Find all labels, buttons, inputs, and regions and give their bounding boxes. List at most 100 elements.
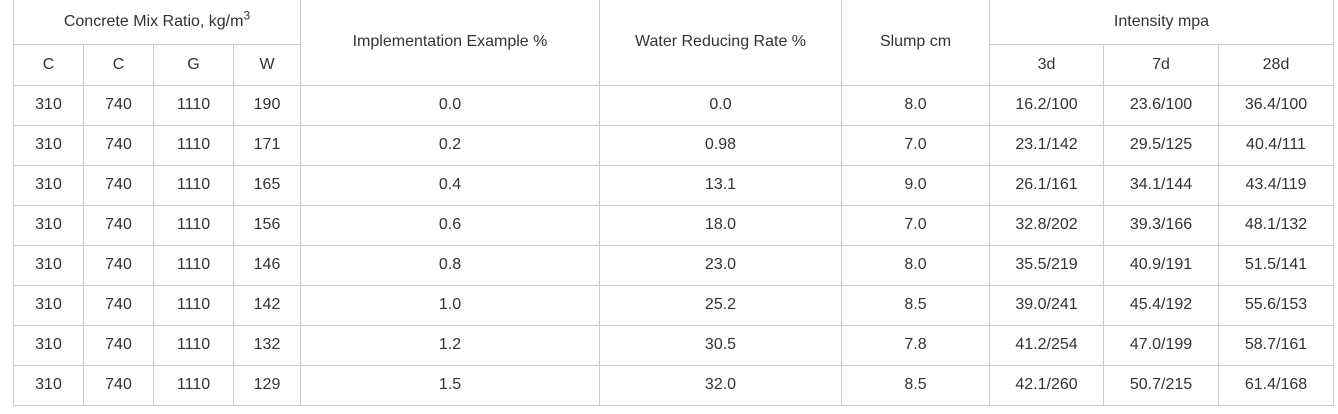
table-cell: 43.4/119 xyxy=(1218,164,1334,206)
table-cell: 142 xyxy=(233,284,301,326)
table-cell: 0.8 xyxy=(300,244,600,286)
table-cell: 51.5/141 xyxy=(1218,244,1334,286)
table-cell: 1110 xyxy=(153,364,234,406)
table-cell: 32.0 xyxy=(599,364,842,406)
table-cell: 35.5/219 xyxy=(989,244,1104,286)
table-cell: 8.5 xyxy=(841,364,990,406)
table-row: 310 740 1110 146 0.8 23.0 8.0 35.5/219 40.9/191 5… xyxy=(13,244,1334,286)
table-cell: 156 xyxy=(233,204,301,246)
table-cell: 34.1/144 xyxy=(1103,164,1219,206)
table-cell: 740 xyxy=(83,244,154,286)
table-cell: 740 xyxy=(83,364,154,406)
table-row: 310 740 1110 129 1.5 32.0 8.5 42.1/260 50.7/215 6… xyxy=(13,364,1334,406)
table-cell: 39.3/166 xyxy=(1103,204,1219,246)
table-cell: 310 xyxy=(13,364,84,406)
table-cell: 45.4/192 xyxy=(1103,284,1219,326)
subheader-w: W xyxy=(233,43,301,86)
table-cell: 39.0/241 xyxy=(989,284,1104,326)
table-cell: 310 xyxy=(13,124,84,166)
table-cell: 25.2 xyxy=(599,284,842,326)
table-cell: 7.0 xyxy=(841,204,990,246)
subheader-c1: C xyxy=(13,43,84,86)
subheader-3d: 3d xyxy=(989,43,1104,86)
table-cell: 26.1/161 xyxy=(989,164,1104,206)
table-cell: 740 xyxy=(83,324,154,366)
table-cell: 310 xyxy=(13,204,84,246)
table-row: 310 740 1110 171 0.2 0.98 7.0 23.1/142 29.5/125 4… xyxy=(13,124,1334,166)
table-cell: 1110 xyxy=(153,84,234,126)
table-cell: 29.5/125 xyxy=(1103,124,1219,166)
table-cell: 740 xyxy=(83,84,154,126)
table-header: Concrete Mix Ratio, kg/m3 Implementation… xyxy=(13,0,1334,86)
table-cell: 36.4/100 xyxy=(1218,84,1334,126)
header-concrete-mix-ratio: Concrete Mix Ratio, kg/m3 xyxy=(13,0,301,45)
table-cell: 1110 xyxy=(153,204,234,246)
table-cell: 30.5 xyxy=(599,324,842,366)
table-cell: 0.4 xyxy=(300,164,600,206)
concrete-mix-table: Concrete Mix Ratio, kg/m3 Implementation… xyxy=(13,0,1334,406)
table-cell: 50.7/215 xyxy=(1103,364,1219,406)
table-cell: 1110 xyxy=(153,324,234,366)
table-cell: 0.2 xyxy=(300,124,600,166)
table-cell: 171 xyxy=(233,124,301,166)
header-implementation-example: Implementation Example % xyxy=(300,0,600,86)
table-cell: 190 xyxy=(233,84,301,126)
table-cell: 740 xyxy=(83,124,154,166)
table-cell: 1110 xyxy=(153,284,234,326)
table-cell: 42.1/260 xyxy=(989,364,1104,406)
table-cell: 16.2/100 xyxy=(989,84,1104,126)
table-cell: 310 xyxy=(13,284,84,326)
table-cell: 23.0 xyxy=(599,244,842,286)
table-cell: 40.4/111 xyxy=(1218,124,1334,166)
table-cell: 1110 xyxy=(153,164,234,206)
header-slump: Slump cm xyxy=(841,0,990,86)
table-row: 310 740 1110 190 0.0 0.0 8.0 16.2/100 23.6/100 36… xyxy=(13,84,1334,126)
table-row: 310 740 1110 132 1.2 30.5 7.8 41.2/254 47.0/199 5… xyxy=(13,324,1334,366)
subheader-28d: 28d xyxy=(1218,43,1334,86)
table-cell: 310 xyxy=(13,244,84,286)
table-cell: 1.2 xyxy=(300,324,600,366)
table-cell: 1110 xyxy=(153,244,234,286)
table-row: 310 740 1110 165 0.4 13.1 9.0 26.1/161 34.1/144 4… xyxy=(13,164,1334,206)
table-cell: 7.0 xyxy=(841,124,990,166)
table-cell: 0.98 xyxy=(599,124,842,166)
table-cell: 1110 xyxy=(153,124,234,166)
table-row: 310 740 1110 156 0.6 18.0 7.0 32.8/202 39.3/166 4… xyxy=(13,204,1334,246)
table-row: 310 740 1110 142 1.0 25.2 8.5 39.0/241 45.4/192 5… xyxy=(13,284,1334,326)
subheader-g: G xyxy=(153,43,234,86)
table-cell: 310 xyxy=(13,84,84,126)
table-cell: 740 xyxy=(83,204,154,246)
table-cell: 61.4/168 xyxy=(1218,364,1334,406)
table-cell: 0.0 xyxy=(300,84,600,126)
header-water-reducing-rate: Water Reducing Rate % xyxy=(599,0,842,86)
table-cell: 55.6/153 xyxy=(1218,284,1334,326)
subheader-7d: 7d xyxy=(1103,43,1219,86)
table-cell: 0.0 xyxy=(599,84,842,126)
table-cell: 9.0 xyxy=(841,164,990,206)
table-cell: 129 xyxy=(233,364,301,406)
table-cell: 41.2/254 xyxy=(989,324,1104,366)
table-cell: 740 xyxy=(83,164,154,206)
table-cell: 47.0/199 xyxy=(1103,324,1219,366)
table-cell: 8.0 xyxy=(841,244,990,286)
table-cell: 310 xyxy=(13,164,84,206)
table-body: 310 740 1110 190 0.0 0.0 8.0 16.2/100 23.6/100 36… xyxy=(13,84,1334,406)
header-intensity: Intensity mpa xyxy=(989,0,1334,45)
table-cell: 32.8/202 xyxy=(989,204,1104,246)
table-cell: 23.1/142 xyxy=(989,124,1104,166)
table-cell: 18.0 xyxy=(599,204,842,246)
table-cell: 48.1/132 xyxy=(1218,204,1334,246)
header-sub-row: C C G W 3d 7d 28d xyxy=(13,43,1334,86)
table-cell: 7.8 xyxy=(841,324,990,366)
table-cell: 40.9/191 xyxy=(1103,244,1219,286)
subheader-c2: C xyxy=(83,43,154,86)
table-cell: 1.5 xyxy=(300,364,600,406)
table-cell: 58.7/161 xyxy=(1218,324,1334,366)
table-cell: 8.0 xyxy=(841,84,990,126)
table-cell: 13.1 xyxy=(599,164,842,206)
table-cell: 740 xyxy=(83,284,154,326)
table-cell: 310 xyxy=(13,324,84,366)
header-concrete-mix-ratio-label: Concrete Mix Ratio, kg/m xyxy=(63,12,244,30)
table-cell: 8.5 xyxy=(841,284,990,326)
table-cell: 1.0 xyxy=(300,284,600,326)
